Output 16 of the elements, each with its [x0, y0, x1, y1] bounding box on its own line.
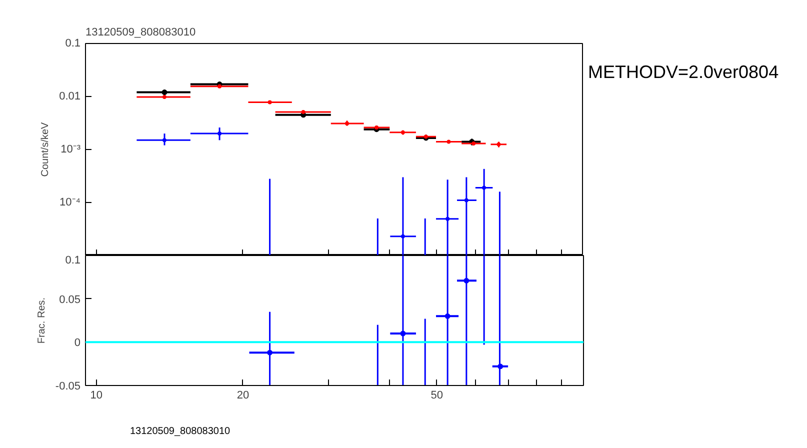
y-tick-label: 0.1: [65, 254, 81, 266]
y-tick-label: -0.05: [55, 380, 81, 392]
y-tick-label: 0.05: [59, 294, 81, 306]
y-axis-title: Count/s/keV: [40, 122, 52, 177]
x-tick-label: 10: [90, 390, 102, 402]
y-tick-label: 10⁻³: [60, 144, 81, 156]
chart-title: 13120509_808083010: [86, 26, 196, 38]
y-tick-label: 0: [74, 337, 81, 350]
y-tick-label: 0.1: [65, 38, 81, 50]
text: METHODV=2.0ver0804: [588, 61, 779, 84]
x-tick-label: 20: [236, 390, 250, 402]
y-tick-label: 0.01: [59, 90, 81, 102]
y-tick-label: 10⁻⁴: [60, 196, 81, 208]
text: 13120509_808083010: [130, 425, 230, 439]
y-axis-title: Frac. Res.: [36, 297, 48, 344]
x-tick-label: 50: [430, 390, 443, 402]
